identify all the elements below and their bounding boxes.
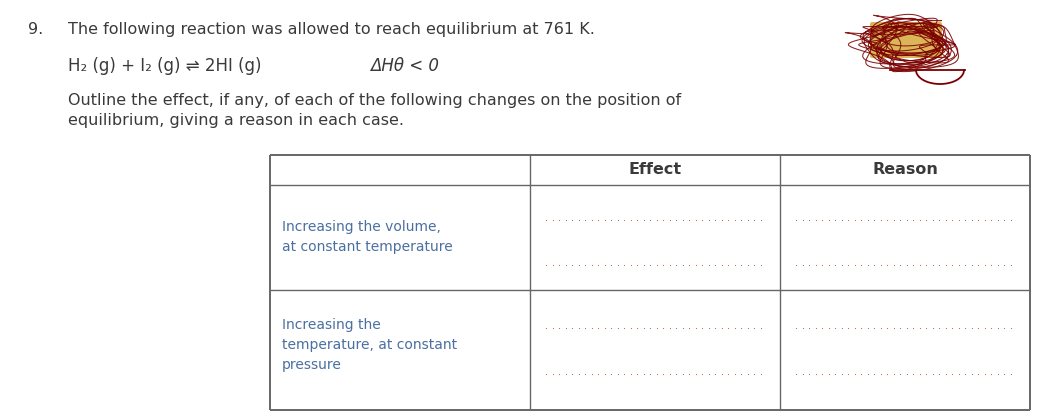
Text: at constant temperature: at constant temperature (282, 240, 453, 254)
Text: Reason: Reason (873, 163, 938, 178)
Text: temperature, at constant: temperature, at constant (282, 338, 457, 352)
FancyBboxPatch shape (870, 22, 942, 58)
Text: Outline the effect, if any, of each of the following changes on the position of: Outline the effect, if any, of each of t… (68, 93, 681, 108)
Text: Effect: Effect (629, 163, 681, 178)
Text: ΔHθ < 0: ΔHθ < 0 (370, 57, 439, 75)
Text: The following reaction was allowed to reach equilibrium at 761 K.: The following reaction was allowed to re… (68, 22, 595, 37)
Text: Increasing the: Increasing the (282, 318, 381, 332)
Text: equilibrium, giving a reason in each case.: equilibrium, giving a reason in each cas… (68, 113, 404, 128)
Text: H₂ (g) + I₂ (g) ⇌ 2HI (g): H₂ (g) + I₂ (g) ⇌ 2HI (g) (68, 57, 261, 75)
Text: 9.: 9. (28, 22, 43, 37)
Text: pressure: pressure (282, 358, 342, 372)
Text: Increasing the volume,: Increasing the volume, (282, 220, 441, 234)
